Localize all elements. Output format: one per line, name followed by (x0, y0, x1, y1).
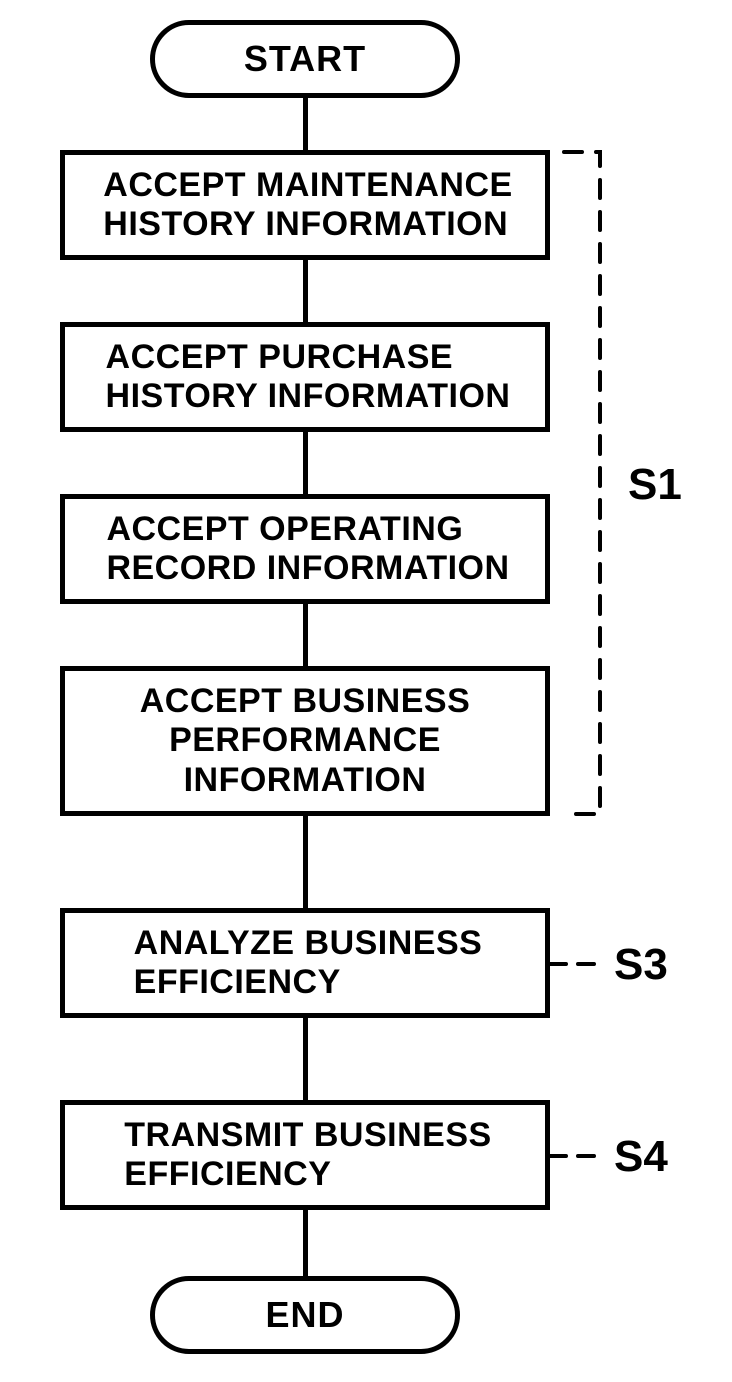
label-s3: S3 (614, 940, 668, 990)
group-bracket-s1 (564, 152, 600, 814)
process-accept-operating-text: ACCEPT OPERATING RECORD INFORMATION (106, 510, 509, 588)
process-accept-purchase-text: ACCEPT PURCHASE HISTORY INFORMATION (106, 338, 511, 416)
label-s3-text: S3 (614, 940, 668, 989)
process-accept-maintenance: ACCEPT MAINTENANCE HISTORY INFORMATION (60, 150, 550, 260)
terminator-start-label: START (244, 38, 366, 80)
terminator-start: START (150, 20, 460, 98)
process-accept-maintenance-text: ACCEPT MAINTENANCE HISTORY INFORMATION (103, 166, 512, 244)
connector-4 (303, 816, 308, 908)
label-s4: S4 (614, 1132, 668, 1182)
process-analyze-efficiency: ANALYZE BUSINESS EFFICIENCY (60, 908, 550, 1018)
process-accept-operating: ACCEPT OPERATING RECORD INFORMATION (60, 494, 550, 604)
process-analyze-efficiency-text: ANALYZE BUSINESS EFFICIENCY (134, 924, 483, 1002)
connector-1 (303, 260, 308, 322)
connector-6 (303, 1210, 308, 1276)
connector-5 (303, 1018, 308, 1100)
flowchart-canvas: START ACCEPT MAINTENANCE HISTORY INFORMA… (0, 0, 732, 1382)
process-transmit-efficiency: TRANSMIT BUSINESS EFFICIENCY (60, 1100, 550, 1210)
process-accept-purchase: ACCEPT PURCHASE HISTORY INFORMATION (60, 322, 550, 432)
label-s1: S1 (628, 460, 682, 510)
label-s4-text: S4 (614, 1132, 668, 1181)
connector-2 (303, 432, 308, 494)
label-s1-text: S1 (628, 460, 682, 509)
process-transmit-efficiency-text: TRANSMIT BUSINESS EFFICIENCY (124, 1116, 491, 1194)
terminator-end-label: END (265, 1294, 344, 1336)
process-accept-business-performance: ACCEPT BUSINESS PERFORMANCE INFORMATION (60, 666, 550, 816)
connector-3 (303, 604, 308, 666)
terminator-end: END (150, 1276, 460, 1354)
connector-0 (303, 98, 308, 150)
process-accept-business-performance-text: ACCEPT BUSINESS PERFORMANCE INFORMATION (73, 682, 537, 799)
